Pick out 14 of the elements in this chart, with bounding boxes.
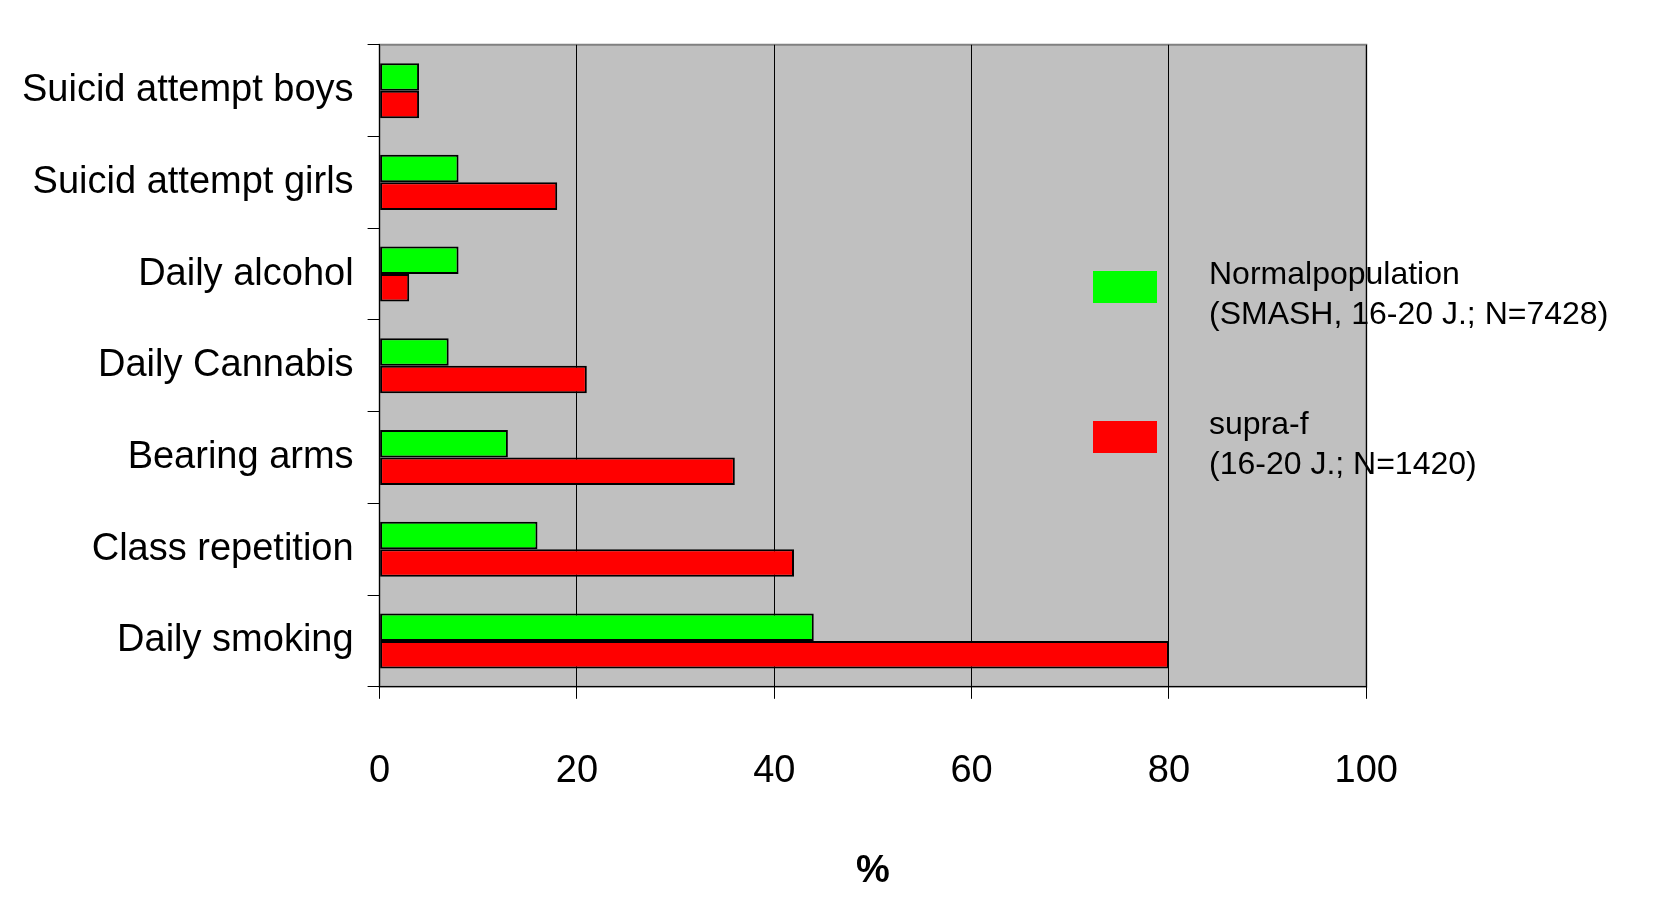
x-tick-label: 20 — [555, 748, 599, 791]
x-tick-label: 60 — [950, 748, 993, 791]
y-tick-label: Class repetition — [91, 525, 354, 568]
y-tick-label: Suicid attempt boys — [22, 67, 354, 110]
y-tick-label: Suicid attempt girls — [32, 158, 354, 201]
y-tick-label: Daily smoking — [117, 617, 354, 660]
x-axis-title: % — [856, 847, 890, 890]
x-tick-label: 80 — [1147, 748, 1191, 791]
y-tick-label: Daily Cannabis — [98, 342, 354, 385]
x-tick-label: 0 — [369, 748, 391, 791]
y-tick-label: Bearing arms — [127, 434, 354, 476]
x-tick-label: 40 — [753, 748, 796, 791]
x-tick-label: 100 — [1334, 748, 1398, 791]
y-tick-label: Daily alcohol — [138, 250, 354, 293]
